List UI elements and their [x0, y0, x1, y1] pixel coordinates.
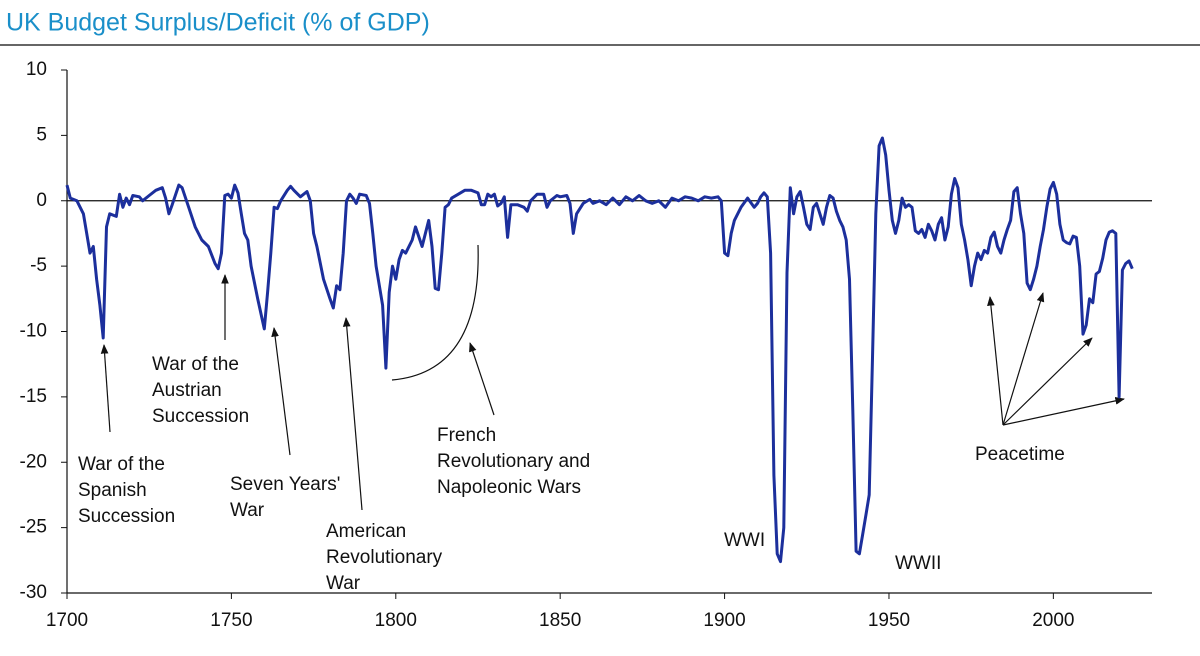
annotation: WWI: [724, 530, 765, 551]
annotation: Seven Years': [230, 474, 340, 495]
x-tick-label: 1850: [539, 610, 581, 631]
y-tick-label: -25: [20, 517, 47, 538]
y-tick-label: 0: [36, 190, 47, 211]
x-tick-label: 1800: [375, 610, 417, 631]
annotation: Revolutionary: [326, 547, 443, 568]
annotation: Spanish: [78, 480, 147, 501]
annotation: War of the: [78, 454, 165, 475]
y-tick-label: -15: [20, 386, 47, 407]
y-tick-label: 5: [36, 124, 47, 145]
annotation: Succession: [152, 406, 249, 427]
annotation: Napoleonic Wars: [437, 477, 581, 498]
y-tick-label: -5: [30, 255, 47, 276]
y-tick-label: -20: [20, 451, 47, 472]
annotation: Austrian: [152, 380, 222, 401]
chart-title: UK Budget Surplus/Deficit (% of GDP): [6, 9, 430, 37]
series-line: [65, 136, 1134, 564]
annotation: WWII: [895, 553, 941, 574]
annotation: Succession: [78, 506, 175, 527]
y-tick-label: -10: [20, 321, 47, 342]
annotation: American: [326, 521, 406, 542]
annotation: War: [326, 573, 361, 594]
annotation-arrows: [100, 244, 1125, 511]
annotation: Peacetime: [975, 444, 1065, 465]
x-tick-label: 1950: [868, 610, 910, 631]
annotation: War of the: [152, 354, 239, 375]
y-tick-label: -30: [20, 582, 47, 603]
annotation: Revolutionary and: [437, 451, 590, 472]
x-tick-label: 1700: [46, 610, 88, 631]
x-tick-label: 2000: [1032, 610, 1074, 631]
x-tick-label: 1750: [210, 610, 252, 631]
annotation: War: [230, 500, 265, 521]
x-tick-label: 1900: [703, 610, 745, 631]
y-tick-label: 10: [26, 59, 47, 80]
annotation: French: [437, 425, 496, 446]
